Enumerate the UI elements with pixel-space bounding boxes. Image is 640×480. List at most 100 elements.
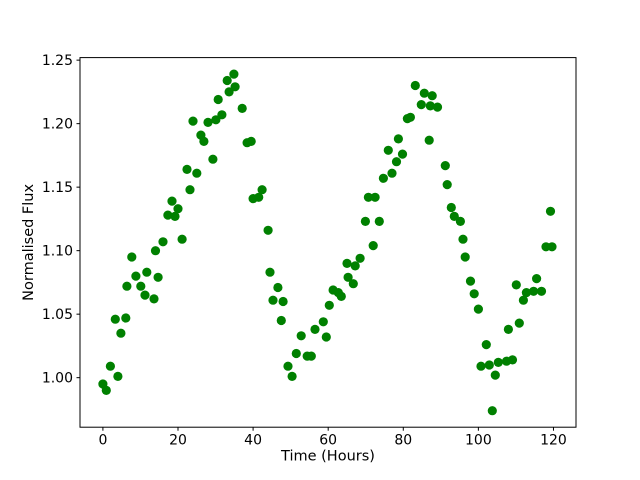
data-point (416, 100, 426, 110)
data-point (514, 318, 524, 328)
x-tick-label: 20 (169, 433, 187, 449)
data-point (110, 314, 120, 324)
data-point (336, 291, 346, 301)
data-point (113, 371, 123, 381)
data-point (122, 281, 132, 291)
data-point (306, 351, 316, 361)
data-point (393, 134, 403, 144)
y-axis-ticks: 1.00 1.05 1.10 1.15 1.20 1.25 (42, 53, 80, 386)
data-point (150, 246, 161, 256)
data-point (224, 87, 234, 97)
data-point (368, 241, 378, 251)
data-point (419, 88, 429, 98)
data-point (397, 149, 408, 159)
data-point (427, 91, 437, 101)
data-point (182, 164, 192, 174)
data-point (254, 192, 264, 202)
x-tick-label: 80 (394, 433, 412, 449)
data-point (188, 116, 198, 126)
data-point (208, 154, 218, 164)
data-point (136, 281, 146, 291)
data-point (318, 317, 328, 327)
data-point (469, 289, 479, 299)
data-point (173, 204, 183, 214)
data-point (405, 112, 415, 122)
data-point (142, 267, 152, 277)
data-point (185, 185, 195, 195)
data-point (458, 234, 468, 244)
data-point (432, 102, 443, 112)
data-point (203, 117, 213, 127)
y-tick-label: 1.15 (42, 180, 73, 196)
data-point (391, 157, 402, 167)
data-point (153, 272, 163, 282)
data-point (383, 145, 393, 155)
y-tick-label: 1.20 (42, 116, 73, 132)
data-point (532, 274, 542, 284)
y-tick-label: 1.05 (42, 307, 73, 323)
x-tick-label: 0 (98, 433, 107, 449)
data-point (370, 192, 380, 202)
data-point (503, 324, 513, 334)
data-point (121, 313, 131, 323)
data-point (217, 110, 227, 120)
data-point (547, 242, 557, 252)
data-point (529, 286, 539, 296)
data-point (163, 210, 173, 220)
y-tick-label: 1.25 (42, 53, 73, 69)
data-point (465, 276, 476, 286)
data-point (374, 216, 384, 226)
plot-border (79, 57, 577, 428)
data-point (229, 69, 239, 79)
data-point (424, 135, 434, 145)
data-point (167, 196, 177, 206)
data-point (278, 296, 288, 307)
data-point (355, 253, 365, 263)
data-point (321, 332, 331, 342)
data-point (127, 252, 137, 262)
data-point (246, 136, 256, 146)
data-point (131, 271, 141, 281)
data-point (487, 406, 497, 416)
data-point (199, 136, 209, 146)
data-point (484, 360, 494, 370)
data-point (536, 286, 547, 296)
y-tick-label: 1.00 (42, 370, 73, 386)
data-point (222, 75, 232, 86)
data-point (521, 288, 532, 298)
x-tick-label: 40 (244, 433, 262, 449)
data-point (442, 180, 452, 190)
data-point (363, 192, 373, 202)
data-point (545, 206, 556, 216)
data-point (473, 304, 483, 314)
data-point (449, 211, 459, 221)
data-point (230, 82, 240, 92)
data-point (343, 272, 353, 282)
data-point (348, 279, 358, 289)
x-axis-ticks: 0 20 40 60 80 100 120 (98, 427, 567, 449)
y-axis-label: Normalised Flux (21, 184, 37, 301)
data-point (116, 328, 126, 338)
data-point (342, 258, 352, 268)
data-point (263, 225, 273, 235)
data-point (268, 295, 278, 305)
data-point (324, 300, 334, 310)
data-point (276, 315, 286, 326)
data-point (257, 185, 267, 195)
data-point (177, 234, 187, 244)
data-point (265, 267, 275, 277)
data-point (283, 361, 293, 371)
y-tick-label: 1.10 (42, 243, 73, 259)
data-point (440, 161, 450, 171)
data-point (140, 290, 150, 300)
data-point (460, 252, 470, 262)
data-point (213, 94, 223, 105)
data-point (296, 331, 306, 341)
data-point (360, 216, 370, 226)
data-point (511, 280, 521, 290)
data-point (378, 173, 388, 183)
data-point (493, 357, 503, 367)
data-point (192, 168, 202, 178)
